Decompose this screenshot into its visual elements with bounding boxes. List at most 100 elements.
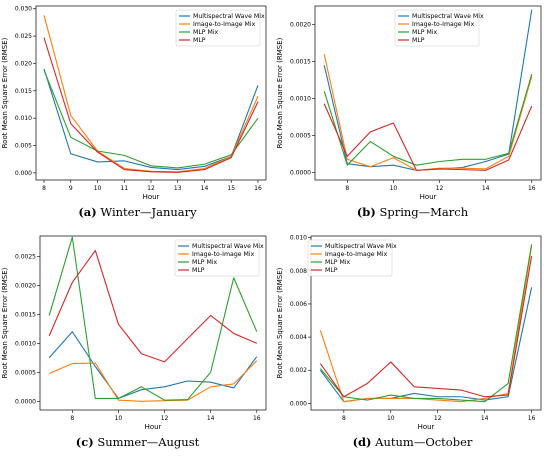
plot-frame — [310, 235, 542, 411]
x-tick-label: 14 — [201, 185, 209, 192]
x-tick-label: 8 — [342, 415, 346, 422]
legend-entry: Multispectral Wave Mix — [412, 13, 484, 20]
legend-entry: Image-to-Image Mix — [192, 251, 255, 258]
y-tick-label: 0.0025 — [15, 253, 36, 260]
x-tick-label: 10 — [390, 185, 398, 192]
legend-entry: MLP — [193, 37, 206, 44]
x-tick-label: 14 — [207, 415, 215, 422]
legend-entry: Multispectral Wave Mix — [192, 243, 264, 250]
y-tick-label: 0.0015 — [290, 59, 311, 66]
x-tick-label: 14 — [481, 415, 489, 422]
x-axis-label: Hour — [420, 193, 437, 201]
caption-text: Winter—January — [100, 205, 197, 219]
legend-entry: Image-to-Image Mix — [193, 21, 256, 28]
x-tick-label: 12 — [161, 415, 169, 422]
y-axis-label: Root Mean Square Error (RMSE) — [1, 267, 9, 378]
x-tick-label: 12 — [434, 415, 442, 422]
y-tick-label: 0.005 — [15, 143, 32, 150]
x-tick-label: 12 — [147, 185, 155, 192]
legend-box — [174, 239, 260, 277]
y-tick-label: 0.015 — [15, 88, 32, 95]
x-tick-label: 16 — [528, 415, 536, 422]
y-tick-label: 0.0010 — [15, 340, 36, 347]
y-tick-label: 0.030 — [15, 6, 32, 13]
x-tick-label: 10 — [115, 415, 123, 422]
y-tick-label: 0.004 — [290, 334, 307, 341]
plot-frame — [314, 5, 542, 181]
y-tick-label: 0.0020 — [290, 22, 311, 29]
caption-spring: (b) Spring—March — [275, 205, 550, 219]
y-tick-label: 0.010 — [15, 115, 32, 122]
caption-tag: (b) — [356, 205, 376, 219]
x-tick-label: 8 — [70, 415, 74, 422]
y-axis-label: Root Mean Square Error (RMSE) — [276, 37, 284, 148]
caption-tag: (d) — [352, 435, 372, 449]
legend-entry: MLP — [412, 37, 425, 44]
x-tick-label: 8 — [345, 185, 349, 192]
x-axis-label: Hour — [145, 423, 162, 431]
x-tick-label: 16 — [253, 415, 261, 422]
legend-entry: Image-to-Image Mix — [412, 21, 475, 28]
chart-panel-summer: 8 10 12 14 16 0.0000 0.0005 0.0010 0.0015 0.0020 0… — [0, 230, 275, 460]
x-axis-label: Hour — [143, 193, 160, 201]
y-tick-label: 0.0020 — [15, 282, 36, 289]
chart-autumn: 8 10 12 14 16 0.000 0.002 0.004 0.006 0.008 0.010 H… — [276, 235, 542, 431]
x-tick-label: 15 — [227, 185, 235, 192]
legend-entry: MLP Mix — [192, 259, 218, 266]
legend-box — [307, 239, 393, 277]
chart-panel-spring: 8 10 12 14 16 0.0000 0.0005 0.0010 0.0015 0.0020 H… — [275, 0, 550, 230]
x-tick-label: 8 — [42, 185, 46, 192]
y-tick-label: 0.0015 — [15, 311, 36, 318]
legend-entry: MLP — [192, 267, 205, 274]
y-tick-label: 0.0010 — [290, 96, 311, 103]
chart-panel-autumn: 8 10 12 14 16 0.000 0.002 0.004 0.006 0.008 0.010 H… — [275, 230, 550, 460]
series-line — [48, 331, 258, 399]
legend-entry: MLP Mix — [412, 29, 438, 36]
series-line — [48, 249, 257, 363]
series-line — [323, 73, 533, 166]
series-line — [319, 287, 533, 403]
caption-text: Autum—October — [375, 435, 473, 449]
caption-summer: (c) Summer—August — [0, 435, 275, 449]
caption-tag: (c) — [75, 435, 94, 449]
x-tick-label: 10 — [94, 185, 102, 192]
series-line — [43, 68, 259, 171]
series-line — [323, 103, 533, 171]
legend-entry: Multispectral Wave Mix — [193, 13, 265, 20]
x-tick-label: 10 — [387, 415, 395, 422]
legend-entry: MLP Mix — [193, 29, 219, 36]
y-axis-label: Root Mean Square Error (RMSE) — [1, 37, 9, 148]
caption-autumn: (d) Autum—October — [275, 435, 550, 449]
legend-entry: Image-to-Image Mix — [325, 251, 388, 258]
legend-entry: MLP Mix — [325, 259, 351, 266]
legend-box — [175, 9, 261, 47]
legend-box — [394, 9, 480, 47]
y-tick-label: 0.008 — [290, 268, 307, 275]
y-tick-label: 0.000 — [15, 170, 32, 177]
series-line — [319, 244, 533, 403]
y-tick-label: 0.010 — [290, 235, 307, 242]
y-tick-label: 0.002 — [290, 367, 307, 374]
x-tick-label: 12 — [436, 185, 444, 192]
y-tick-label: 0.006 — [290, 301, 307, 308]
series-line — [319, 255, 533, 398]
series-line — [43, 37, 259, 173]
x-tick-label: 16 — [528, 185, 536, 192]
y-tick-label: 0.000 — [290, 400, 307, 407]
y-tick-label: 0.020 — [15, 60, 32, 67]
plot-frame — [39, 235, 267, 411]
caption-text: Summer—August — [97, 435, 200, 449]
y-axis-label: Root Mean Square Error (RMSE) — [276, 267, 284, 378]
x-tick-label: 13 — [174, 185, 182, 192]
legend-entry: Multispectral Wave Mix — [325, 243, 397, 250]
series-line — [43, 69, 259, 169]
chart-summer: 8 10 12 14 16 0.0000 0.0005 0.0010 0.0015 0.0020 0… — [1, 235, 267, 431]
series-line — [323, 54, 533, 171]
chart-winter: 8 9 10 11 12 13 14 15 16 0.000 0.005 0.010 0.015 0.02… — [1, 5, 267, 201]
caption-text: Spring—March — [379, 205, 469, 219]
y-tick-label: 0.0000 — [15, 398, 36, 405]
caption-tag: (a) — [78, 205, 97, 219]
